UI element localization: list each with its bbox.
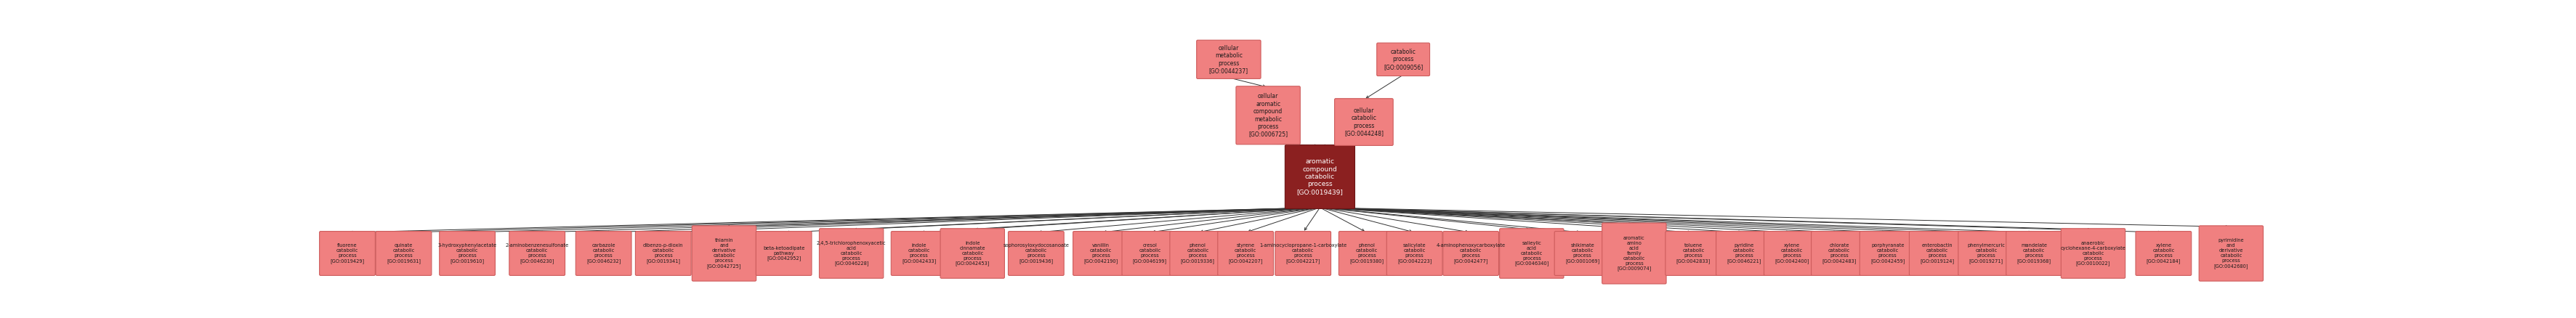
FancyBboxPatch shape [693,226,757,281]
Text: porphyranate
catabolic
process
[GO:0042459]: porphyranate catabolic process [GO:00424… [1870,243,1904,264]
FancyBboxPatch shape [1765,231,1819,275]
Text: pyridine
catabolic
process
[GO:0046221]: pyridine catabolic process [GO:0046221] [1726,243,1762,264]
Text: 3-hydroxyphenylacetate
catabolic
process
[GO:0019610]: 3-hydroxyphenylacetate catabolic process… [438,243,497,264]
FancyBboxPatch shape [755,231,811,275]
FancyBboxPatch shape [819,229,884,278]
FancyBboxPatch shape [1170,231,1226,275]
Text: phenol
catabolic
process
[GO:0019380]: phenol catabolic process [GO:0019380] [1350,243,1383,264]
Text: fluorene
catabolic
process
[GO:0019429]: fluorene catabolic process [GO:0019429] [330,243,363,264]
FancyBboxPatch shape [2061,229,2125,278]
Text: xylene
catabolic
process
[GO:0042400]: xylene catabolic process [GO:0042400] [1775,243,1808,264]
FancyBboxPatch shape [1074,231,1128,275]
FancyBboxPatch shape [1275,231,1332,275]
FancyBboxPatch shape [1340,231,1394,275]
FancyBboxPatch shape [2136,231,2192,275]
FancyBboxPatch shape [319,231,376,275]
FancyBboxPatch shape [1553,231,1610,275]
FancyBboxPatch shape [1198,40,1260,79]
Text: indole
cinnamate
catabolic
process
[GO:0042453]: indole cinnamate catabolic process [GO:0… [956,241,989,266]
Text: cellular
aromatic
compound
metabolic
process
[GO:0006725]: cellular aromatic compound metabolic pro… [1249,93,1288,137]
Text: 1-aminocyclopropane-1-carboxylate
catabolic
process
[GO:0042217]: 1-aminocyclopropane-1-carboxylate catabo… [1260,243,1347,264]
Text: catabolic
process
[GO:0009056]: catabolic process [GO:0009056] [1383,49,1422,70]
Text: cresol
catabolic
process
[GO:0046199]: cresol catabolic process [GO:0046199] [1133,243,1167,264]
Text: thiamin
and
derivative
catabolic
process
[GO:0042725]: thiamin and derivative catabolic process… [706,238,742,268]
Text: cellular
catabolic
process
[GO:0044248]: cellular catabolic process [GO:0044248] [1345,107,1383,137]
Text: aromatic
compound
catabolic
process
[GO:0019439]: aromatic compound catabolic process [GO:… [1296,158,1342,195]
FancyBboxPatch shape [510,231,564,275]
Text: carbazole
catabolic
process
[GO:0046232]: carbazole catabolic process [GO:0046232] [587,243,621,264]
FancyBboxPatch shape [940,229,1005,278]
FancyBboxPatch shape [1443,231,1499,275]
Text: indole
catabolic
process
[GO:0042433]: indole catabolic process [GO:0042433] [902,243,935,264]
Text: enterobactin
catabolic
process
[GO:0019124]: enterobactin catabolic process [GO:00191… [1919,243,1955,264]
FancyBboxPatch shape [1386,231,1443,275]
FancyBboxPatch shape [2200,226,2264,281]
FancyBboxPatch shape [1716,231,1772,275]
Text: 2-aminobenzenesulfonate
catabolic
process
[GO:0046230]: 2-aminobenzenesulfonate catabolic proces… [505,243,569,264]
Text: dibenzo-p-dioxin
catabolic
process
[GO:0019341]: dibenzo-p-dioxin catabolic process [GO:0… [644,243,683,264]
FancyBboxPatch shape [1958,231,2014,275]
Text: toluene
catabolic
process
[GO:0042833]: toluene catabolic process [GO:0042833] [1677,243,1710,264]
FancyBboxPatch shape [1909,231,1965,275]
Text: anaerobic
cyclohexane-4-carboxylate
catabolic
process
[GO:0010022]: anaerobic cyclohexane-4-carboxylate cata… [2061,241,2125,266]
FancyBboxPatch shape [1499,229,1564,278]
Text: beta-ketoadipate
pathway
[GO:0042952]: beta-ketoadipate pathway [GO:0042952] [762,246,804,261]
Text: 2,4,5-trichlorophenoxyacetic
acid
catabolic
process
[GO:0046228]: 2,4,5-trichlorophenoxyacetic acid catabo… [817,241,886,266]
Text: pyrimidine
and
derivative
catabolic
process
[GO:0042680]: pyrimidine and derivative catabolic proc… [2213,238,2249,268]
FancyBboxPatch shape [440,231,495,275]
FancyBboxPatch shape [1123,231,1177,275]
FancyBboxPatch shape [1602,223,1667,284]
Text: shikimate
catabolic
process
[GO:0001069]: shikimate catabolic process [GO:0001069] [1566,243,1600,264]
FancyBboxPatch shape [1376,43,1430,76]
FancyBboxPatch shape [1218,231,1273,275]
FancyBboxPatch shape [1285,145,1355,209]
Text: quinate
catabolic
process
[GO:0019631]: quinate catabolic process [GO:0019631] [386,243,420,264]
FancyBboxPatch shape [1860,231,1917,275]
Text: phenol
catabolic
process
[GO:0019336]: phenol catabolic process [GO:0019336] [1180,243,1216,264]
Text: aromatic
amino
acid
family
catabolic
process
[GO:0009074]: aromatic amino acid family catabolic pro… [1618,236,1651,271]
FancyBboxPatch shape [1811,231,1868,275]
FancyBboxPatch shape [376,231,433,275]
Text: xylene
catabolic
process
[GO:0042184]: xylene catabolic process [GO:0042184] [2146,243,2182,264]
FancyBboxPatch shape [574,231,631,275]
FancyBboxPatch shape [1007,231,1064,275]
Text: phenylmercuric
catabolic
process
[GO:0019271]: phenylmercuric catabolic process [GO:001… [1968,243,2004,264]
Text: mandelate
catabolic
process
[GO:0019368]: mandelate catabolic process [GO:0019368] [2017,243,2050,264]
Text: chlorate
catabolic
process
[GO:0042483]: chlorate catabolic process [GO:0042483] [1821,243,1857,264]
Text: sophorosyloxydocosanoate
catabolic
process
[GO:0019436]: sophorosyloxydocosanoate catabolic proce… [1002,243,1069,264]
FancyBboxPatch shape [2007,231,2061,275]
Text: salieylic
acid
catabolic
process
[GO:0046340]: salieylic acid catabolic process [GO:004… [1515,241,1548,266]
Text: cellular
metabolic
process
[GO:0044237]: cellular metabolic process [GO:0044237] [1208,45,1249,74]
Text: 4-aminophenoxycarboxylate
catabolic
process
[GO:0042477]: 4-aminophenoxycarboxylate catabolic proc… [1437,243,1504,264]
Text: styrene
catabolic
process
[GO:0042207]: styrene catabolic process [GO:0042207] [1229,243,1262,264]
FancyBboxPatch shape [1667,231,1721,275]
Text: vanillin
catabolic
process
[GO:0042190]: vanillin catabolic process [GO:0042190] [1084,243,1118,264]
Text: salicylate
catabolic
process
[GO:0042223]: salicylate catabolic process [GO:0042223… [1396,243,1432,264]
FancyBboxPatch shape [1236,86,1301,144]
FancyBboxPatch shape [636,231,690,275]
FancyBboxPatch shape [1334,99,1394,146]
FancyBboxPatch shape [891,231,948,275]
